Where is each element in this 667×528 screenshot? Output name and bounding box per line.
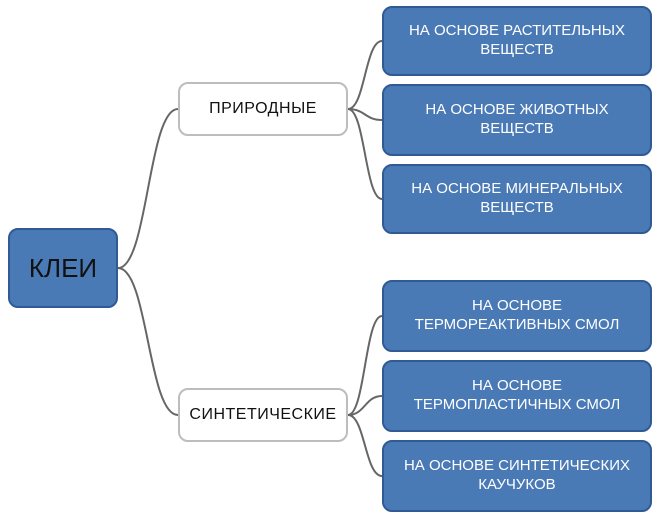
connector xyxy=(348,109,382,120)
node-leaf-animal-based-label: НА ОСНОВЕ ЖИВОТНЫХ ВЕЩЕСТВ xyxy=(392,101,642,139)
node-category-synthetic-label: СИНТЕТИЧЕСКИЕ xyxy=(189,405,336,425)
node-leaf-mineral-based-label: НА ОСНОВЕ МИНЕРАЛЬНЫХ ВЕЩЕСТВ xyxy=(392,180,642,218)
node-leaf-synthetic-rubber-label: НА ОСНОВЕ СИНТЕТИЧЕСКИХ КАУЧУКОВ xyxy=(392,457,642,495)
connector xyxy=(118,109,178,268)
node-leaf-thermoset-resin-label: НА ОСНОВЕ ТЕРМОРЕАКТИВНЫХ СМОЛ xyxy=(392,297,642,335)
connector xyxy=(348,41,382,109)
connector xyxy=(348,316,382,415)
node-leaf-plant-based-label: НА ОСНОВЕ РАСТИТЕЛЬНЫХ ВЕЩЕСТВ xyxy=(392,22,642,60)
node-leaf-animal-based: НА ОСНОВЕ ЖИВОТНЫХ ВЕЩЕСТВ xyxy=(382,84,652,156)
node-category-natural: ПРИРОДНЫЕ xyxy=(178,82,348,136)
node-leaf-synthetic-rubber: НА ОСНОВЕ СИНТЕТИЧЕСКИХ КАУЧУКОВ xyxy=(382,440,652,512)
node-root: КЛЕИ xyxy=(8,228,118,308)
connector xyxy=(118,268,178,415)
node-leaf-mineral-based: НА ОСНОВЕ МИНЕРАЛЬНЫХ ВЕЩЕСТВ xyxy=(382,164,652,234)
node-category-synthetic: СИНТЕТИЧЕСКИЕ xyxy=(178,388,348,442)
node-root-label: КЛЕИ xyxy=(29,252,97,285)
node-category-natural-label: ПРИРОДНЫЕ xyxy=(209,99,317,119)
connector xyxy=(348,109,382,199)
node-leaf-thermoset-resin: НА ОСНОВЕ ТЕРМОРЕАКТИВНЫХ СМОЛ xyxy=(382,280,652,352)
node-leaf-thermoplastic-resin: НА ОСНОВЕ ТЕРМОПЛАСТИЧНЫХ СМОЛ xyxy=(382,360,652,432)
tree-diagram: КЛЕИ ПРИРОДНЫЕ СИНТЕТИЧЕСКИЕ НА ОСНОВЕ Р… xyxy=(0,0,667,528)
connector xyxy=(348,396,382,415)
node-leaf-thermoplastic-resin-label: НА ОСНОВЕ ТЕРМОПЛАСТИЧНЫХ СМОЛ xyxy=(392,377,642,415)
connector xyxy=(348,415,382,476)
node-leaf-plant-based: НА ОСНОВЕ РАСТИТЕЛЬНЫХ ВЕЩЕСТВ xyxy=(382,6,652,76)
